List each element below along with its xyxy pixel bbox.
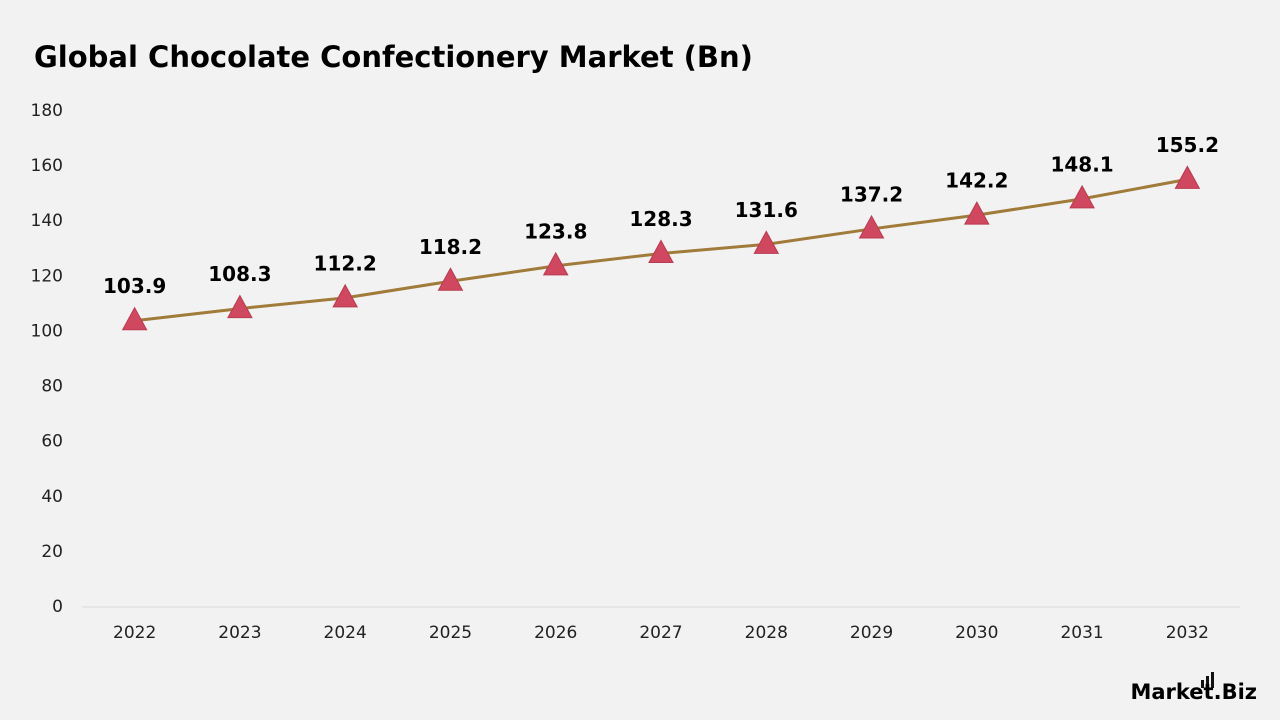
x-tick-label: 2022 [113, 623, 156, 643]
x-tick-label: 2027 [639, 623, 682, 643]
marker [1174, 165, 1201, 189]
logo-bar [1206, 676, 1209, 688]
x-tick-label: 2028 [745, 623, 788, 643]
marker [753, 230, 780, 254]
y-tick-label: 180 [31, 101, 63, 121]
y-tick-label: 0 [52, 597, 63, 617]
chart-title: Global Chocolate Confectionery Market (B… [34, 40, 753, 74]
y-tick-label: 20 [41, 542, 63, 562]
data-label: 131.6 [735, 198, 798, 222]
y-tick-label: 100 [31, 321, 63, 341]
y-tick-label: 120 [31, 266, 63, 286]
marker [963, 201, 990, 225]
x-tick-label: 2032 [1166, 623, 1209, 643]
y-tick-label: 160 [31, 156, 63, 176]
x-tick-label: 2031 [1060, 623, 1103, 643]
data-label: 118.2 [419, 235, 482, 259]
logo: Market.Biz [1130, 672, 1257, 704]
marker [858, 214, 885, 239]
x-tick-label: 2025 [429, 623, 472, 643]
marker [437, 267, 464, 291]
logo-bar [1201, 680, 1204, 688]
y-tick-label: 140 [31, 211, 63, 231]
x-tick-label: 2023 [218, 623, 261, 643]
data-label: 128.3 [629, 207, 692, 231]
data-label: 123.8 [524, 219, 587, 243]
marker [121, 306, 148, 331]
data-label: 108.3 [208, 262, 271, 286]
data-label: 137.2 [840, 182, 903, 206]
marker [648, 239, 674, 263]
data-label: 148.1 [1050, 152, 1113, 176]
data-label: 155.2 [1156, 133, 1219, 157]
marker [542, 251, 569, 276]
marker [1069, 184, 1095, 209]
x-tick-label: 2026 [534, 623, 577, 643]
marker [332, 283, 359, 308]
x-tick-label: 2029 [850, 623, 893, 643]
data-label: 142.2 [945, 169, 1008, 193]
y-tick-label: 60 [41, 432, 63, 452]
logo-bar [1211, 672, 1214, 688]
data-label: 103.9 [103, 274, 166, 298]
y-tick-label: 80 [41, 377, 63, 397]
y-tick-label: 40 [41, 487, 63, 507]
logo-text: Market.Biz [1130, 680, 1257, 704]
x-tick-label: 2024 [324, 623, 367, 643]
marker [227, 294, 253, 319]
x-tick-label: 2030 [955, 623, 998, 643]
data-label: 112.2 [314, 251, 377, 275]
